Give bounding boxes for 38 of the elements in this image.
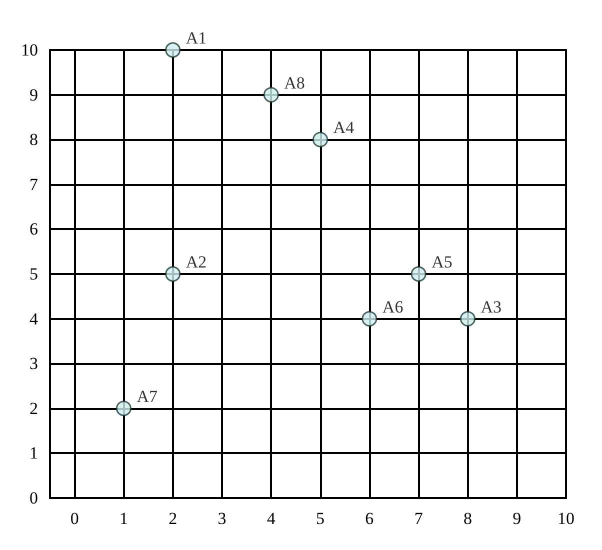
x-tick-label: 1 xyxy=(119,509,128,528)
annotation: A4 xyxy=(333,118,355,138)
annotation: A3 xyxy=(480,297,502,316)
annotation: A8 xyxy=(284,73,305,92)
annotation: A6 xyxy=(382,297,404,316)
y-tick-label: 3 xyxy=(30,354,38,374)
x-tick-label: 0 xyxy=(70,509,79,528)
point xyxy=(165,42,181,58)
y-tick-label: 6 xyxy=(30,220,38,239)
point xyxy=(165,266,181,282)
y-tick-label: 10 xyxy=(21,40,38,60)
point xyxy=(410,266,426,282)
x-tick-label: 9 xyxy=(512,509,522,528)
x-tick-label: 7 xyxy=(414,509,424,528)
y-tick-label: 1 xyxy=(30,444,38,463)
x-tick-label: 5 xyxy=(316,509,325,528)
y-tick-label: 2 xyxy=(30,398,38,418)
annotation: A7 xyxy=(136,386,158,406)
point xyxy=(116,400,132,416)
x-tick-label: 2 xyxy=(168,509,178,528)
y-tick-label: 9 xyxy=(30,85,38,104)
point xyxy=(362,311,378,327)
x-tick-label: 3 xyxy=(218,509,226,528)
point xyxy=(460,311,476,327)
y-tick-label: 4 xyxy=(30,309,38,328)
point xyxy=(263,87,279,103)
y-tick-label: 8 xyxy=(30,130,38,150)
x-tick-label: 8 xyxy=(463,509,472,528)
annotation: A1 xyxy=(186,28,207,48)
y-tick-label: 5 xyxy=(30,264,38,284)
x-tick-label: 10 xyxy=(558,509,574,528)
annotation: A2 xyxy=(186,252,207,272)
annotation: A5 xyxy=(432,252,452,272)
x-tick-label: 6 xyxy=(365,509,374,528)
point xyxy=(312,132,328,148)
y-tick-label: 0 xyxy=(30,488,38,508)
y-tick-label: 7 xyxy=(30,174,38,194)
x-tick-label: 4 xyxy=(266,509,276,528)
